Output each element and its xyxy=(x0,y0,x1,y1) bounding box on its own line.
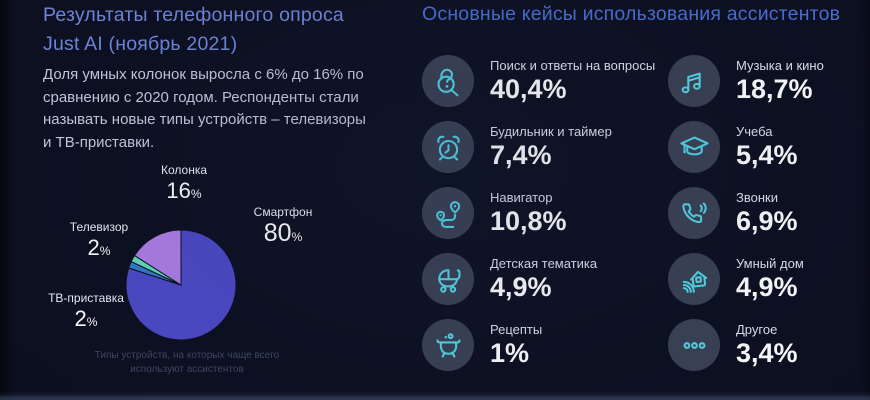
intro-paragraph: Доля умных колонок выросла с 6% до 16% п… xyxy=(43,66,366,151)
usecase-grid: Поиск и ответы на вопросы 40,4% Музыка и … xyxy=(422,55,854,385)
right-section-title: Основные кейсы использования ассистентов xyxy=(422,3,841,25)
usecase-value: 4,9% xyxy=(736,272,798,302)
device-pie-chart xyxy=(123,227,239,343)
usecase-label: Навигатор xyxy=(490,190,553,205)
usecase-item-navigator: Навигатор 10,8% xyxy=(422,187,668,253)
usecase-item-alarm: Будильник и таймер 7,4% xyxy=(422,121,668,187)
pie-slice xyxy=(133,229,182,286)
usecase-label: Детская тематика xyxy=(490,256,598,271)
usecase-value: 1% xyxy=(490,338,530,368)
pie-label-kolonka: Колонка 16% xyxy=(161,163,207,207)
usecase-label: Рецепты xyxy=(490,322,543,337)
usecase-value: 40,4% xyxy=(490,74,567,104)
stroller-icon xyxy=(422,253,474,305)
usecase-value: 10,8% xyxy=(490,206,567,236)
route-navigator-icon xyxy=(422,187,474,239)
pie-slice-label: Колонка xyxy=(160,163,208,177)
pie-label-tv: Телевизор 2% xyxy=(70,220,128,264)
pie-slice-label: Смартфон xyxy=(253,205,313,219)
pie-label-smartphone: Смартфон 80% xyxy=(254,205,313,251)
usecase-label: Умный дом xyxy=(736,256,804,271)
usecase-item-study: Учеба 5,4% xyxy=(668,121,854,187)
left-section-title: Результаты телефонного опроса Just AI (н… xyxy=(43,1,373,59)
ellipsis-icon xyxy=(668,319,720,371)
usecase-item-music: Музыка и кино 18,7% xyxy=(668,55,854,121)
graduation-cap-icon xyxy=(668,121,720,173)
pie-slice-value: 80% xyxy=(263,219,303,247)
usecase-label: Будильник и таймер xyxy=(490,124,612,139)
usecase-value: 4,9% xyxy=(490,272,552,302)
usecase-value: 5,4% xyxy=(736,140,798,170)
phone-icon xyxy=(668,187,720,239)
usecase-label: Музыка и кино xyxy=(736,58,824,73)
pie-slice-label: ТВ-приставка xyxy=(48,291,124,305)
usecase-value: 7,4% xyxy=(490,140,552,170)
usecase-value: 18,7% xyxy=(736,74,813,104)
pie-slice-value: 2% xyxy=(74,306,98,331)
usecase-item-recipes: Рецепты 1% xyxy=(422,319,668,385)
left-title-line2: Just AI (ноябрь 2021) xyxy=(43,33,238,55)
usecase-value: 3,4% xyxy=(736,338,798,368)
usecase-label: Звонки xyxy=(736,190,778,205)
pie-svg xyxy=(125,229,237,341)
search-question-icon xyxy=(422,55,474,107)
pie-caption: Типы устройств, на которых чаще всего ис… xyxy=(94,350,280,375)
smart-home-icon xyxy=(668,253,720,305)
usecase-item-other: Другое 3,4% xyxy=(668,319,854,385)
pie-slice-value: 2% xyxy=(87,235,111,260)
alarm-clock-icon xyxy=(422,121,474,173)
pie-slice-value: 16% xyxy=(166,178,202,203)
usecase-item-search: Поиск и ответы на вопросы 40,4% xyxy=(422,55,668,121)
usecase-item-smart-home: Умный дом 4,9% xyxy=(668,253,854,319)
pie-slice-label: Телевизор xyxy=(69,220,129,234)
usecase-label: Другое xyxy=(736,322,778,337)
cauldron-icon xyxy=(422,319,474,371)
usecase-label: Поиск и ответы на вопросы xyxy=(490,58,656,73)
usecase-value: 6,9% xyxy=(736,206,798,236)
music-note-icon xyxy=(668,55,720,107)
usecase-item-calls: Звонки 6,9% xyxy=(668,187,854,253)
usecase-label: Учеба xyxy=(736,124,773,139)
pie-label-tv-box: ТВ-приставка 2% xyxy=(48,291,124,335)
left-title-line1: Результаты телефонного опроса xyxy=(43,4,344,26)
usecase-item-kids: Детская тематика 4,9% xyxy=(422,253,668,319)
